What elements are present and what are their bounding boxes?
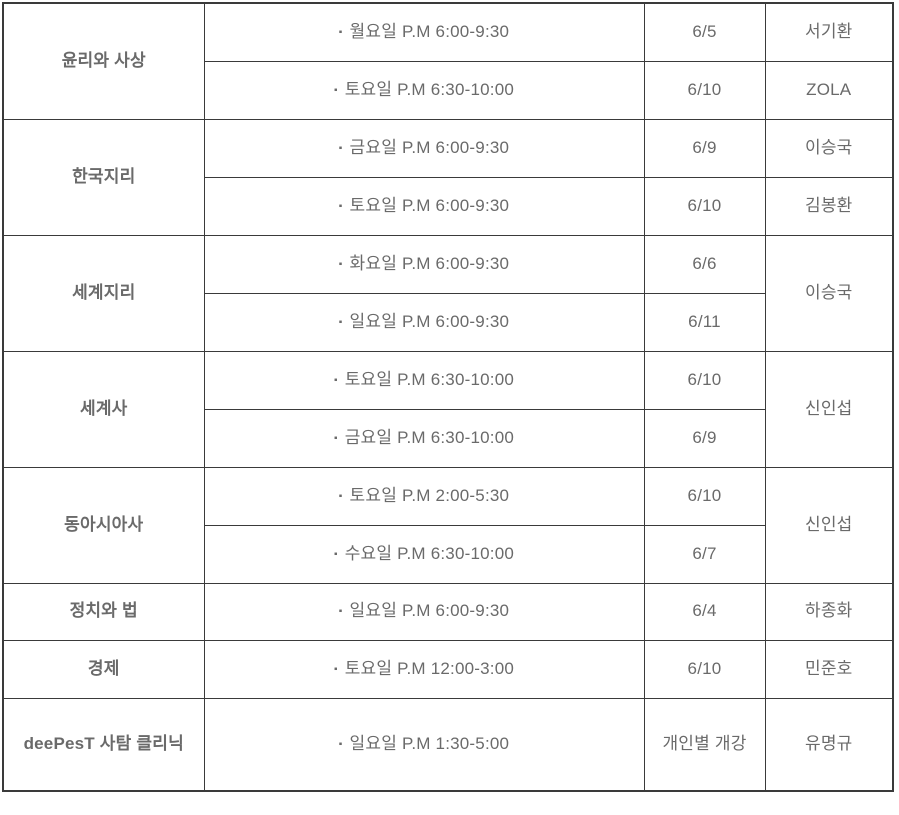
subject-cell: 한국지리 xyxy=(2,118,205,236)
schedule-text: 토요일 P.M 2:00-5:30 xyxy=(349,485,510,505)
teacher-cell: 신인섭 xyxy=(764,350,894,468)
schedule-text: 토요일 P.M 6:00-9:30 xyxy=(349,195,510,215)
bullet-icon: ▪ xyxy=(333,432,338,444)
bullet-icon: ▪ xyxy=(338,739,343,751)
date-cell: 6/10 xyxy=(643,466,766,526)
schedule-text: 일요일 P.M 1:30-5:00 xyxy=(349,734,510,754)
table-row: 동아시아사 ▪ 토요일 P.M 2:00-5:30 6/10 신인섭 xyxy=(2,466,894,584)
bullet-icon: ▪ xyxy=(338,27,343,39)
bullet-icon: ▪ xyxy=(338,142,343,154)
schedule-cell: ▪ 월요일 P.M 6:00-9:30 xyxy=(203,2,645,62)
table-row: ▪ 수요일 P.M 6:30-10:00 6/7 xyxy=(3,524,893,584)
table-row: 한국지리 ▪ 금요일 P.M 6:00-9:30 6/9 이승국 xyxy=(2,118,894,236)
subject-cell: 동아시아사 xyxy=(2,466,205,584)
table-row: 세계사 ▪ 토요일 P.M 6:30-10:00 6/10 신인섭 xyxy=(2,350,894,468)
date-cell: 6/10 xyxy=(643,60,766,120)
schedule-cell: ▪ 화요일 P.M 6:00-9:30 xyxy=(203,234,645,294)
page: 윤리와 사상 ▪ 월요일 P.M 6:00-9:30 6/5 서기환 ▪ 토요일 P… xyxy=(2,2,894,792)
teacher-cell: ZOLA xyxy=(764,60,894,120)
table-row: ▪ 금요일 P.M 6:30-10:00 6/9 xyxy=(3,408,893,468)
table-row: 윤리와 사상 ▪ 월요일 P.M 6:00-9:30 6/5 서기환 xyxy=(2,2,894,120)
schedule-cell: ▪ 일요일 P.M 6:00-9:30 xyxy=(203,582,645,641)
schedule-cell: ▪ 일요일 P.M 1:30-5:00 xyxy=(203,697,645,792)
bullet-icon: ▪ xyxy=(338,200,343,212)
date-cell: 6/7 xyxy=(643,524,766,584)
class-schedule-table: 윤리와 사상 ▪ 월요일 P.M 6:00-9:30 6/5 서기환 ▪ 토요일 P… xyxy=(2,2,894,792)
bullet-icon: ▪ xyxy=(333,663,338,675)
date-cell: 6/11 xyxy=(643,292,766,352)
schedule-cell: ▪ 토요일 P.M 6:00-9:30 xyxy=(203,176,645,236)
schedule-text: 토요일 P.M 6:30-10:00 xyxy=(344,369,515,389)
date-cell: 6/10 xyxy=(643,639,766,699)
date-cell: 6/4 xyxy=(643,582,766,641)
bullet-icon: ▪ xyxy=(338,258,343,270)
schedule-text: 금요일 P.M 6:30-10:00 xyxy=(344,427,515,447)
date-cell: 6/10 xyxy=(643,176,766,236)
teacher-cell: 신인섭 xyxy=(764,466,894,584)
schedule-cell: ▪ 금요일 P.M 6:00-9:30 xyxy=(203,118,645,178)
date-cell: 6/9 xyxy=(643,118,766,178)
subject-cell: 윤리와 사상 xyxy=(2,2,205,120)
table-row: deePesT 사탐 클리닉 ▪ 일요일 P.M 1:30-5:00 개인별 개강… xyxy=(2,697,894,792)
date-cell: 6/9 xyxy=(643,408,766,468)
subject-cell: 경제 xyxy=(2,639,205,699)
teacher-cell: 이승국 xyxy=(764,118,894,178)
table-row: ▪ 토요일 P.M 6:00-9:30 6/10 김봉환 xyxy=(3,176,894,236)
schedule-text: 일요일 P.M 6:00-9:30 xyxy=(349,311,510,331)
teacher-cell: 민준호 xyxy=(764,639,894,699)
teacher-cell: 유명규 xyxy=(764,697,894,792)
bullet-icon: ▪ xyxy=(338,316,343,328)
schedule-text: 토요일 P.M 12:00-3:00 xyxy=(344,658,515,678)
schedule-text: 금요일 P.M 6:00-9:30 xyxy=(349,137,510,157)
subject-cell: 세계지리 xyxy=(2,234,205,352)
schedule-cell: ▪ 일요일 P.M 6:00-9:30 xyxy=(203,292,645,352)
teacher-cell: 서기환 xyxy=(764,2,894,62)
subject-cell: 정치와 법 xyxy=(2,582,205,641)
table-row: 세계지리 ▪ 화요일 P.M 6:00-9:30 6/6 이승국 xyxy=(2,234,894,352)
table-row: ▪ 토요일 P.M 6:30-10:00 6/10 ZOLA xyxy=(3,60,894,120)
bullet-icon: ▪ xyxy=(338,606,343,618)
schedule-cell: ▪ 토요일 P.M 12:00-3:00 xyxy=(203,639,645,699)
schedule-text: 일요일 P.M 6:00-9:30 xyxy=(349,601,510,621)
table-row: ▪ 일요일 P.M 6:00-9:30 6/11 xyxy=(3,292,893,352)
schedule-text: 토요일 P.M 6:30-10:00 xyxy=(344,79,515,99)
teacher-cell: 이승국 xyxy=(764,234,894,352)
schedule-text: 화요일 P.M 6:00-9:30 xyxy=(349,253,510,273)
table-row: 경제 ▪ 토요일 P.M 12:00-3:00 6/10 민준호 xyxy=(2,639,894,699)
schedule-text: 월요일 P.M 6:00-9:30 xyxy=(349,22,510,42)
subject-cell: deePesT 사탐 클리닉 xyxy=(2,697,205,792)
date-cell: 6/6 xyxy=(643,234,766,294)
date-cell: 6/10 xyxy=(643,350,766,410)
table-row: 정치와 법 ▪ 일요일 P.M 6:00-9:30 6/4 하종화 xyxy=(2,582,894,641)
teacher-cell: 하종화 xyxy=(764,582,894,641)
schedule-cell: ▪ 수요일 P.M 6:30-10:00 xyxy=(203,524,645,584)
bullet-icon: ▪ xyxy=(333,548,338,560)
schedule-cell: ▪ 금요일 P.M 6:30-10:00 xyxy=(203,408,645,468)
bullet-icon: ▪ xyxy=(333,84,338,96)
schedule-text: 수요일 P.M 6:30-10:00 xyxy=(344,543,515,563)
schedule-cell: ▪ 토요일 P.M 2:00-5:30 xyxy=(203,466,645,526)
schedule-cell: ▪ 토요일 P.M 6:30-10:00 xyxy=(203,60,645,120)
schedule-cell: ▪ 토요일 P.M 6:30-10:00 xyxy=(203,350,645,410)
teacher-cell: 김봉환 xyxy=(764,176,894,236)
bullet-icon: ▪ xyxy=(333,374,338,386)
subject-cell: 세계사 xyxy=(2,350,205,468)
date-cell: 개인별 개강 xyxy=(643,697,766,792)
bullet-icon: ▪ xyxy=(338,490,343,502)
date-cell: 6/5 xyxy=(643,2,766,62)
